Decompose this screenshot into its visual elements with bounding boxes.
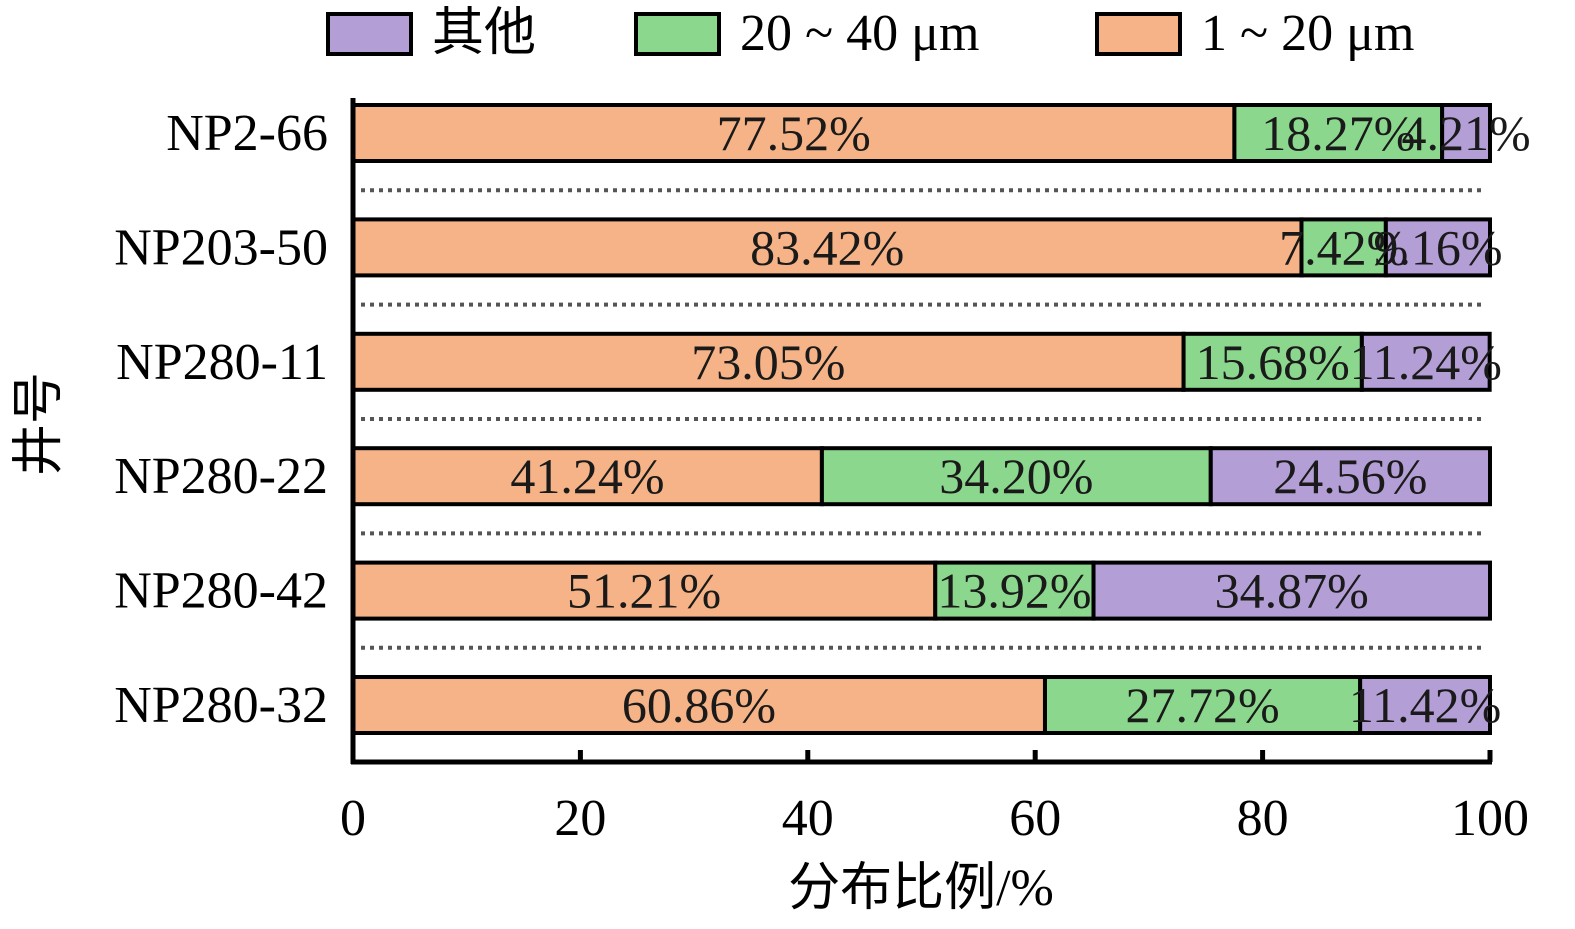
bar-segment [1440,103,1493,163]
bar-segment [351,446,824,507]
data-label: 27.72% [1125,677,1279,733]
legend: 其他 20 ~ 40 μm 1 ~ 20 μm [326,5,1414,62]
bar-segment [1358,675,1492,735]
data-label: 83.42% [750,219,904,275]
bar-segment [351,560,938,621]
y-tick-label: NP280-11 [116,334,328,391]
x-tick-label: 0 [340,790,366,847]
bar-segment [1232,103,1445,163]
y-tick-label: NP280-42 [114,563,328,620]
y-axis-label: 井号 [11,372,68,476]
x-tick-label: 40 [782,790,834,847]
x-axis-label: 分布比例/% [788,860,1054,917]
data-label: 4.21% [1401,105,1530,161]
y-tick-label: NP280-32 [114,677,328,734]
tick-labels: NP2-66 NP203-50 NP280-11 NP280-22 NP280-42 NP… [114,105,1529,847]
bar-segment [351,331,1186,392]
x-tick-label: 60 [1009,790,1061,847]
row-separators [361,188,1486,650]
bar-segment [1299,217,1388,278]
bar-segment [819,446,1213,507]
data-label: 7.42% [1279,219,1408,275]
data-label: 13.92% [937,563,1091,619]
x-tick-label: 100 [1451,790,1529,847]
y-tick-label: NP203-50 [114,219,328,276]
data-label: 11.42% [1349,677,1501,733]
data-label: 11.24% [1350,334,1502,390]
bar-segment [1091,560,1492,621]
data-label: 24.56% [1273,448,1427,504]
legend-label: 20 ~ 40 μm [740,5,979,62]
x-tick-label: 80 [1237,790,1289,847]
bar-segment [1359,331,1492,392]
data-label: 15.68% [1196,334,1350,390]
bar-segment [1383,217,1493,278]
axes [350,98,1493,765]
data-label: 9.16% [1373,219,1502,275]
data-label: 41.24% [510,448,664,504]
data-label: 77.52% [717,105,871,161]
data-label: 73.05% [691,334,845,390]
legend-swatch [326,12,413,56]
legend-label: 1 ~ 20 μm [1201,5,1414,62]
y-tick-label: NP280-22 [114,448,328,505]
data-label: 34.20% [939,448,1093,504]
data-label: 18.27% [1261,105,1415,161]
data-label: 34.87% [1215,563,1369,619]
bar-segment [933,560,1096,621]
legend-swatch [634,12,721,56]
y-tick-label: NP2-66 [166,105,328,162]
data-label: 60.86% [622,677,776,733]
x-tick-label: 20 [554,790,606,847]
data-label: 51.21% [567,563,721,619]
bars [351,103,1493,735]
bar-segment [1208,446,1492,507]
data-labels: 77.52% 18.27%4.21% 83.42% 7.42%9.16% 73.05% 1… [510,105,1530,733]
legend-swatch [1095,12,1182,56]
legend-label: 其他 [432,5,536,62]
